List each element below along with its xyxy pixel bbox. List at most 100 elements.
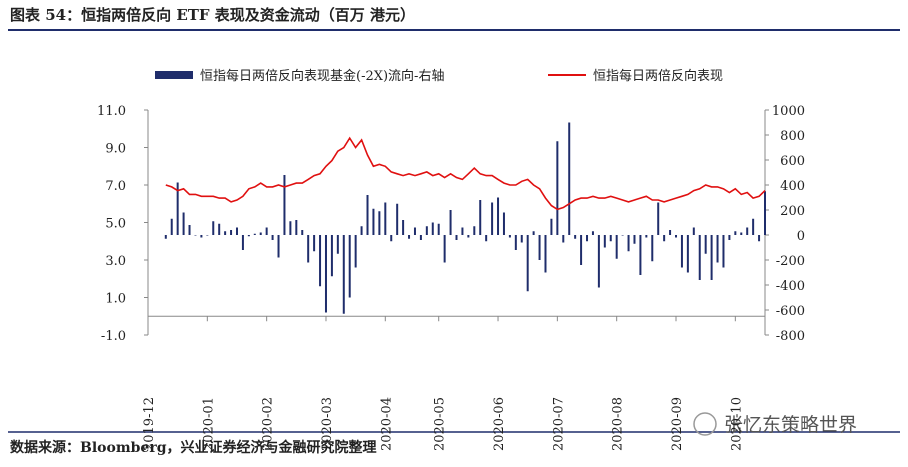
bar	[621, 235, 624, 236]
bar	[384, 202, 387, 235]
series	[164, 122, 766, 314]
bar	[366, 195, 369, 235]
bar	[675, 235, 678, 238]
bar	[324, 235, 327, 313]
bar	[319, 235, 322, 287]
bar	[758, 235, 761, 242]
bar	[502, 212, 505, 235]
bar	[580, 235, 583, 265]
watermark: 张忆东策略世界	[693, 412, 857, 436]
x-tick-label: 2020-06	[492, 397, 507, 451]
bar	[538, 235, 541, 260]
bar	[277, 235, 280, 258]
bar	[194, 235, 197, 236]
bar	[170, 218, 173, 235]
bar	[609, 235, 612, 242]
y-tick-label: 3.0	[105, 254, 126, 269]
y2-tick-label: 1000	[772, 104, 805, 119]
bar	[514, 235, 517, 250]
source-note: 数据来源：Bloomberg，兴业证券经济与金融研究院整理	[10, 439, 377, 456]
bar	[710, 235, 713, 280]
bar	[479, 200, 482, 235]
x-tick-label: 2020-09	[670, 397, 685, 451]
bar	[467, 235, 470, 238]
bar	[633, 235, 636, 244]
bar	[597, 235, 600, 288]
bar	[354, 235, 357, 268]
legend-label: 恒指每日两倍反向表现基金(-2X)流向-右轴	[200, 68, 444, 84]
bar	[722, 235, 725, 268]
bar	[586, 235, 589, 242]
bar	[491, 202, 494, 235]
bar	[182, 212, 185, 235]
x-tick-label: 2020-01	[201, 397, 216, 451]
bar	[271, 235, 274, 240]
bar	[336, 235, 339, 254]
bar	[218, 223, 221, 235]
bar	[746, 227, 749, 235]
bar	[680, 235, 683, 268]
bar	[651, 235, 654, 262]
y-tick-label: 5.0	[105, 217, 126, 232]
bar	[728, 235, 731, 240]
watermark-icon	[693, 412, 717, 436]
bar	[224, 231, 227, 235]
bar	[419, 235, 422, 240]
bar	[740, 232, 743, 235]
bar	[437, 223, 440, 235]
x-tick-label: 2020-05	[433, 397, 448, 451]
bar	[408, 235, 411, 239]
bar	[692, 227, 695, 235]
bar	[360, 226, 363, 235]
bar	[508, 235, 511, 238]
bar	[645, 235, 648, 238]
bar	[686, 235, 689, 273]
bar	[241, 235, 244, 250]
bar	[574, 235, 577, 239]
y2-tick-label: -800	[776, 329, 805, 344]
bar	[532, 231, 535, 235]
bar	[283, 175, 286, 235]
bar	[663, 235, 666, 242]
bar	[247, 235, 250, 237]
bar	[235, 227, 238, 235]
bar	[615, 235, 618, 259]
y2-tick-label: 200	[780, 204, 805, 219]
bar	[425, 226, 428, 235]
bar	[669, 230, 672, 235]
y2-tick-label: 800	[780, 129, 805, 144]
x-tick-label: 2019-12	[142, 397, 157, 451]
legend: 恒指每日两倍反向表现基金(-2X)流向-右轴 恒指每日两倍反向表现	[155, 68, 723, 84]
y-tick-label: 11.0	[97, 104, 126, 119]
bar	[342, 235, 345, 314]
x-tick-label: 2020-08	[611, 397, 626, 451]
bar	[265, 227, 268, 235]
bar	[188, 225, 191, 235]
x-tick-label: 2020-07	[551, 397, 566, 451]
y2-tick-label: 600	[780, 154, 805, 169]
bar	[307, 235, 310, 263]
bar	[485, 235, 488, 242]
bar	[164, 235, 167, 239]
bar	[568, 122, 571, 235]
x-tick-label: 2020-03	[320, 397, 335, 451]
bar	[378, 211, 381, 235]
y2-tick-label: -600	[776, 304, 805, 319]
bar	[698, 235, 701, 280]
bar	[764, 191, 766, 235]
bar	[627, 235, 630, 252]
bar	[497, 197, 500, 235]
bar	[526, 235, 529, 292]
bar	[591, 231, 594, 235]
bar	[259, 232, 262, 235]
y2-tick-label: 400	[780, 179, 805, 194]
bar	[301, 230, 304, 235]
bar	[752, 218, 755, 235]
bar	[396, 203, 399, 235]
bar	[657, 202, 660, 235]
y2-tick-label: 0	[797, 229, 805, 244]
chart-title: 图表 54：恒指两倍反向 ETF 表现及资金流动（百万 港元）	[10, 6, 415, 24]
bar	[176, 182, 179, 235]
bar	[461, 227, 464, 235]
